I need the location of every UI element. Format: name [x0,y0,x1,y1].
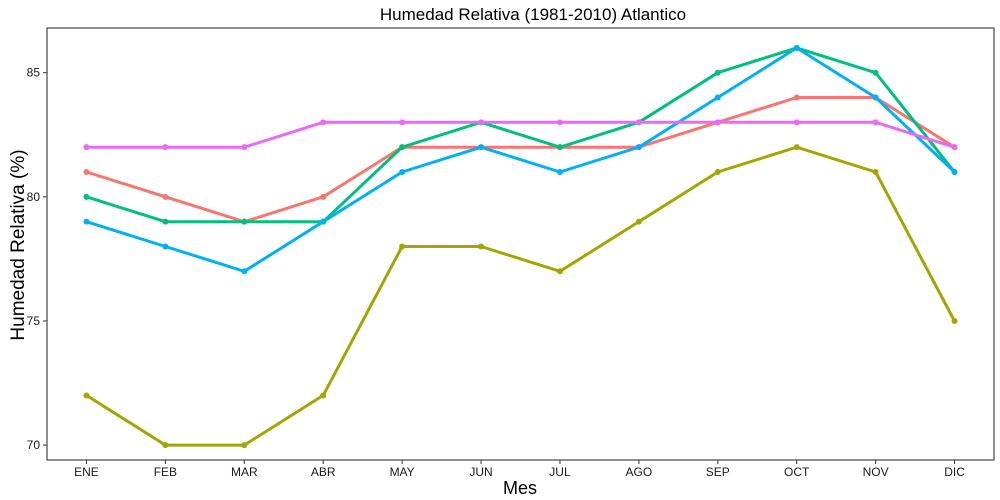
x-tick-label: DIC [944,465,965,479]
series-2-point [478,243,485,250]
x-tick-label: FEB [154,465,177,479]
series-5-point [162,144,169,151]
series-5-point [635,119,642,126]
series-5-point [320,119,327,126]
series-4-point [320,218,327,225]
series-4-line [85,46,956,273]
series-4-point [714,94,721,101]
series-2-point [556,268,563,275]
x-tick-label: NOV [863,465,889,479]
series-4-point [399,169,406,175]
series-4-point [793,44,800,51]
series-3-point [162,218,169,225]
series-2-point [83,392,90,399]
series-2-point [714,169,721,175]
series-5-point [872,119,879,126]
series-4-point [556,169,563,175]
series-4-point [83,218,90,225]
series-5-point [793,119,800,126]
series-2-point [635,218,642,225]
x-axis-title: Mes [503,478,537,498]
y-axis-title: Humedad Relativa (%) [8,149,29,340]
y-tick-label: 75 [27,314,41,328]
series-5-point [399,119,406,126]
series-5-point [951,144,958,151]
series-3-point [241,218,248,225]
series-5-point [241,144,248,151]
series-3-line [85,46,956,224]
series-2-line [85,145,956,447]
series-2-point [162,442,169,449]
series-2 [83,144,958,449]
y-axis: 70 75 80 85 [27,66,47,452]
series-3-point [556,144,563,151]
series-4-point [635,144,642,151]
series-3-point [83,193,90,200]
series-1-point [83,169,90,175]
plot-panel [46,27,995,461]
y-tick-label: 85 [27,66,41,80]
series-3-point [872,69,879,76]
x-tick-label: JUL [549,465,571,479]
series-5-point [714,119,721,126]
series-layer [83,44,958,449]
x-tick-label: MAY [390,465,415,479]
series-2-point [320,392,327,399]
series-4-point [241,268,248,275]
x-tick-label: ABR [311,465,336,479]
series-5 [83,119,958,151]
series-2-point [241,442,248,449]
y-tick-label: 80 [27,190,41,204]
series-5-point [556,119,563,126]
series-5-point [478,119,485,126]
series-4-point [872,94,879,101]
chart-title: Humedad Relativa (1981-2010) Atlantico [380,5,686,24]
x-axis: ENE FEB MAR ABR MAY JUN JUL AGO SEP OCT NOV DIC [74,460,965,479]
series-3-point [714,69,721,76]
series-2-point [399,243,406,250]
x-tick-label: SEP [706,465,730,479]
series-4-point [162,243,169,250]
series-4 [83,44,958,275]
series-5-point [83,144,90,151]
x-tick-label: MAR [231,465,258,479]
series-2-point [872,169,879,175]
x-tick-label: OCT [784,465,810,479]
series-1-line [85,96,956,224]
y-tick-label: 70 [27,438,41,452]
series-2-point [793,144,800,151]
x-tick-label: AGO [626,465,653,479]
series-1-point [162,193,169,200]
series-5-line [85,120,956,149]
series-2-point [951,317,958,324]
x-tick-label: ENE [74,465,99,479]
series-1-point [320,193,327,200]
series-1-point [793,94,800,101]
series-3-point [399,144,406,151]
series-4-point [951,169,958,175]
series-4-point [478,144,485,151]
x-tick-label: JUN [469,465,492,479]
